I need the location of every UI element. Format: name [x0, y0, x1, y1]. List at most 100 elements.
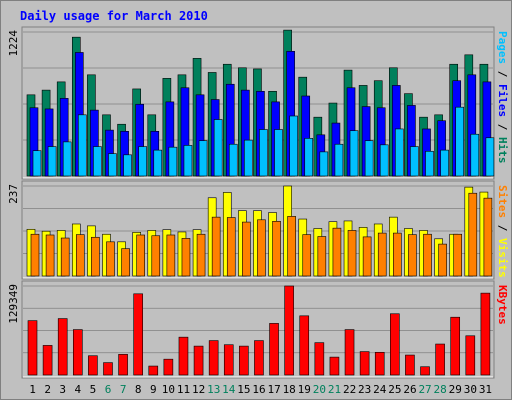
bar-sites-day-4	[75, 234, 85, 277]
x-tick-label-day-4: 4	[75, 383, 82, 396]
bar-kbytes-day-6	[103, 362, 113, 376]
bar-pages-day-6	[108, 153, 117, 177]
bar-pages-day-16	[259, 129, 268, 177]
bar-pages-day-9	[153, 149, 163, 177]
bar-sites-day-14	[226, 217, 236, 277]
bar-sites-day-11	[181, 238, 191, 277]
x-tick-label-day-19: 19	[298, 383, 311, 396]
bar-kbytes-day-29	[450, 316, 461, 376]
bar-pages-day-8	[138, 146, 147, 177]
bar-kbytes-day-31	[480, 292, 491, 376]
bar-sites-day-10	[166, 234, 176, 277]
bar-pages-day-20	[319, 151, 329, 177]
bar-pages-day-5	[93, 146, 102, 177]
bar-sites-day-29	[453, 233, 463, 277]
bar-sites-day-21	[332, 227, 342, 277]
legend-item: Files	[496, 84, 509, 117]
x-tick-label-day-1: 1	[29, 383, 36, 396]
bar-pages-day-21	[334, 143, 344, 177]
bar-pages-day-3	[62, 141, 72, 177]
x-tick-label-day-31: 31	[479, 383, 492, 396]
bar-kbytes-day-2	[42, 345, 53, 376]
bar-sites-day-18	[287, 216, 296, 277]
bar-pages-day-27	[425, 150, 434, 177]
bar-kbytes-day-24	[374, 351, 385, 376]
bar-sites-day-7	[121, 248, 130, 277]
bar-sites-day-2	[45, 234, 55, 277]
bar-kbytes-day-17	[269, 323, 279, 376]
x-tick-label-day-7: 7	[120, 383, 127, 396]
bar-sites-day-16	[257, 219, 266, 277]
bar-pages-day-10	[168, 146, 178, 177]
bar-pages-day-14	[228, 143, 238, 177]
x-tick-label-day-11: 11	[177, 383, 190, 396]
bar-sites-day-3	[60, 237, 70, 277]
bar-pages-day-11	[183, 145, 193, 177]
bar-pages-day-19	[304, 138, 314, 177]
bar-kbytes-day-19	[299, 315, 310, 376]
x-tick-label-day-27: 27	[418, 383, 431, 396]
bar-pages-day-24	[379, 144, 389, 177]
bar-kbytes-day-5	[88, 355, 98, 376]
bar-sites-day-24	[377, 232, 387, 277]
bar-sites-day-23	[362, 236, 372, 277]
bar-kbytes-day-9	[148, 365, 159, 376]
bar-pages-day-15	[244, 139, 253, 177]
y-max-label-visits: 237	[7, 184, 20, 204]
chart-title: Daily usage for March 2010	[20, 9, 208, 23]
x-tick-label-day-28: 28	[434, 383, 447, 396]
x-tick-label-day-26: 26	[403, 383, 416, 396]
x-tick-label-day-15: 15	[237, 383, 250, 396]
x-tick-label-day-24: 24	[373, 383, 387, 396]
bar-pages-day-30	[470, 133, 480, 177]
bar-sites-day-31	[483, 197, 493, 277]
x-tick-label-day-3: 3	[59, 383, 66, 396]
bar-pages-day-26	[410, 146, 419, 177]
x-tick-label-day-18: 18	[283, 383, 296, 396]
bar-sites-day-6	[106, 241, 115, 277]
bar-kbytes-day-18	[284, 285, 294, 376]
bar-sites-day-20	[317, 236, 327, 277]
x-tick-label-day-21: 21	[328, 383, 341, 396]
bar-sites-day-9	[151, 235, 161, 277]
x-tick-label-day-5: 5	[90, 383, 97, 396]
bar-kbytes-day-26	[405, 354, 415, 376]
legend-item: Sites	[496, 185, 509, 218]
bar-sites-day-17	[272, 221, 281, 277]
bar-kbytes-day-16	[254, 340, 264, 376]
x-tick-label-day-17: 17	[267, 383, 280, 396]
bar-sites-day-25	[393, 232, 402, 277]
bar-kbytes-day-10	[163, 358, 174, 376]
x-tick-label-day-30: 30	[464, 383, 477, 396]
bar-kbytes-day-22	[344, 329, 355, 376]
bar-pages-day-7	[123, 154, 132, 177]
bar-sites-day-12	[196, 233, 206, 277]
bar-kbytes-day-11	[178, 336, 189, 376]
bar-sites-day-26	[408, 234, 417, 277]
legend-item: /	[496, 218, 509, 238]
bar-pages-day-28	[440, 149, 449, 177]
bar-kbytes-day-13	[208, 340, 219, 376]
bar-kbytes-day-27	[420, 366, 430, 376]
legend-item: Hits	[496, 137, 509, 164]
bar-pages-day-25	[395, 128, 404, 177]
legend-item: KBytes	[496, 285, 509, 325]
bar-pages-day-12	[198, 140, 208, 177]
x-tick-label-day-23: 23	[358, 383, 371, 396]
x-tick-label-day-10: 10	[162, 383, 175, 396]
legend-item: Pages	[496, 31, 509, 64]
bar-pages-day-22	[349, 130, 359, 177]
x-tick-label-day-9: 9	[150, 383, 157, 396]
bar-kbytes-day-15	[239, 345, 249, 376]
legend-item: /	[496, 117, 509, 137]
legend-item: Visits	[496, 238, 509, 278]
bar-pages-day-4	[77, 114, 87, 177]
bar-pages-day-13	[213, 119, 223, 177]
bar-sites-day-30	[468, 192, 478, 277]
bar-kbytes-day-7	[118, 354, 128, 376]
bar-kbytes-day-3	[57, 318, 68, 376]
bar-pages-day-31	[485, 137, 495, 177]
x-tick-label-day-29: 29	[449, 383, 462, 396]
x-tick-label-day-6: 6	[105, 383, 112, 396]
